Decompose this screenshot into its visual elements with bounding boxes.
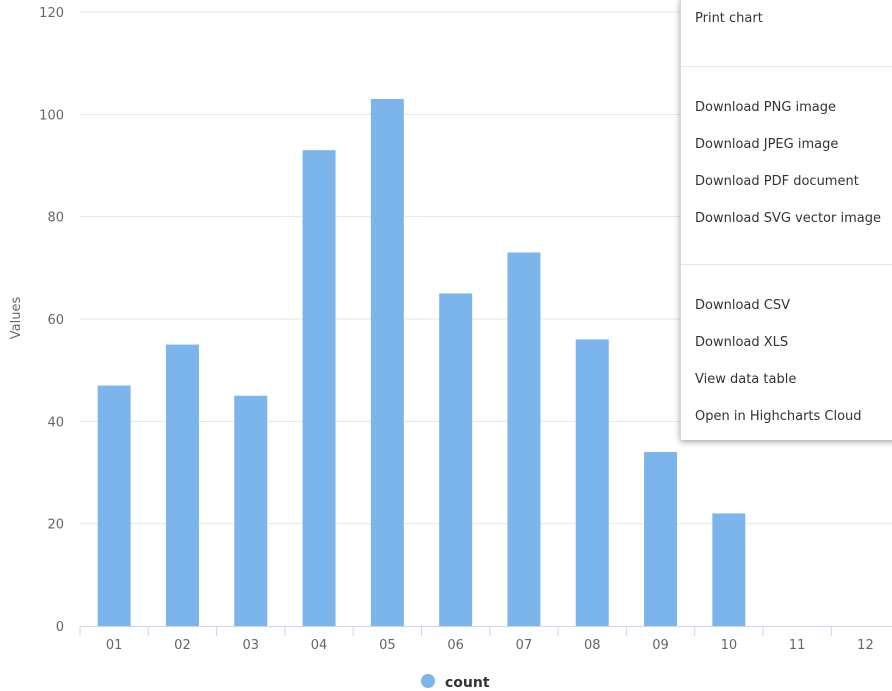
menu-item-download-pdf[interactable]: Download PDF document bbox=[695, 174, 859, 189]
bar-06[interactable] bbox=[439, 293, 473, 626]
x-tick-label: 06 bbox=[447, 638, 464, 653]
y-tick-label: 80 bbox=[47, 211, 64, 226]
y-tick-label: 100 bbox=[39, 108, 64, 123]
x-tick-label: 07 bbox=[516, 638, 533, 653]
export-menu: Print chart Download PNG image Download … bbox=[680, 0, 892, 440]
menu-item-print[interactable]: Print chart bbox=[695, 11, 763, 26]
menu-item-view-data-table[interactable]: View data table bbox=[695, 372, 797, 387]
bar-05[interactable] bbox=[370, 98, 404, 626]
menu-divider bbox=[681, 264, 892, 265]
y-axis-title: Values bbox=[9, 297, 24, 340]
x-tick-label: 11 bbox=[789, 638, 806, 653]
legend-item-count[interactable]: count bbox=[445, 675, 490, 691]
menu-item-download-xls[interactable]: Download XLS bbox=[695, 335, 789, 350]
x-tick-label: 04 bbox=[311, 638, 328, 653]
x-tick-label: 10 bbox=[721, 638, 738, 653]
bar-08[interactable] bbox=[575, 339, 609, 626]
grid-lines bbox=[80, 11, 892, 525]
bar-03[interactable] bbox=[234, 395, 268, 626]
x-tick-label: 01 bbox=[106, 638, 123, 653]
menu-item-download-jpeg[interactable]: Download JPEG image bbox=[695, 137, 839, 152]
x-tick-label: 02 bbox=[174, 638, 191, 653]
x-tick-label: 12 bbox=[857, 638, 874, 653]
menu-item-download-svg[interactable]: Download SVG vector image bbox=[695, 211, 881, 226]
y-tick-label: 40 bbox=[47, 415, 64, 430]
menu-item-download-png[interactable]: Download PNG image bbox=[695, 100, 837, 115]
bar-01[interactable] bbox=[97, 385, 131, 626]
y-tick-label: 120 bbox=[39, 6, 64, 21]
x-tick-label: 05 bbox=[379, 638, 396, 653]
legend[interactable]: count bbox=[421, 674, 490, 691]
bar-09[interactable] bbox=[644, 452, 678, 626]
bar-07[interactable] bbox=[507, 252, 541, 626]
legend-marker bbox=[421, 674, 435, 688]
x-tick-label: 09 bbox=[652, 638, 669, 653]
x-tick-label: 08 bbox=[584, 638, 601, 653]
x-tick-label: 03 bbox=[242, 638, 259, 653]
menu-item-open-highcharts-cloud[interactable]: Open in Highcharts Cloud bbox=[695, 409, 862, 424]
bar-10[interactable] bbox=[712, 513, 746, 626]
y-axis: 0 20 40 60 80 100 120 bbox=[39, 6, 64, 635]
y-tick-label: 0 bbox=[56, 620, 64, 635]
menu-item-download-csv[interactable]: Download CSV bbox=[695, 298, 790, 313]
x-axis: 01 02 03 04 05 06 07 08 09 10 11 12 bbox=[79, 626, 892, 653]
menu-divider bbox=[681, 66, 892, 67]
bar-02[interactable] bbox=[165, 344, 199, 626]
y-tick-label: 20 bbox=[47, 518, 64, 533]
bar-04[interactable] bbox=[302, 150, 336, 626]
bars bbox=[97, 98, 746, 626]
y-tick-label: 60 bbox=[47, 313, 64, 328]
